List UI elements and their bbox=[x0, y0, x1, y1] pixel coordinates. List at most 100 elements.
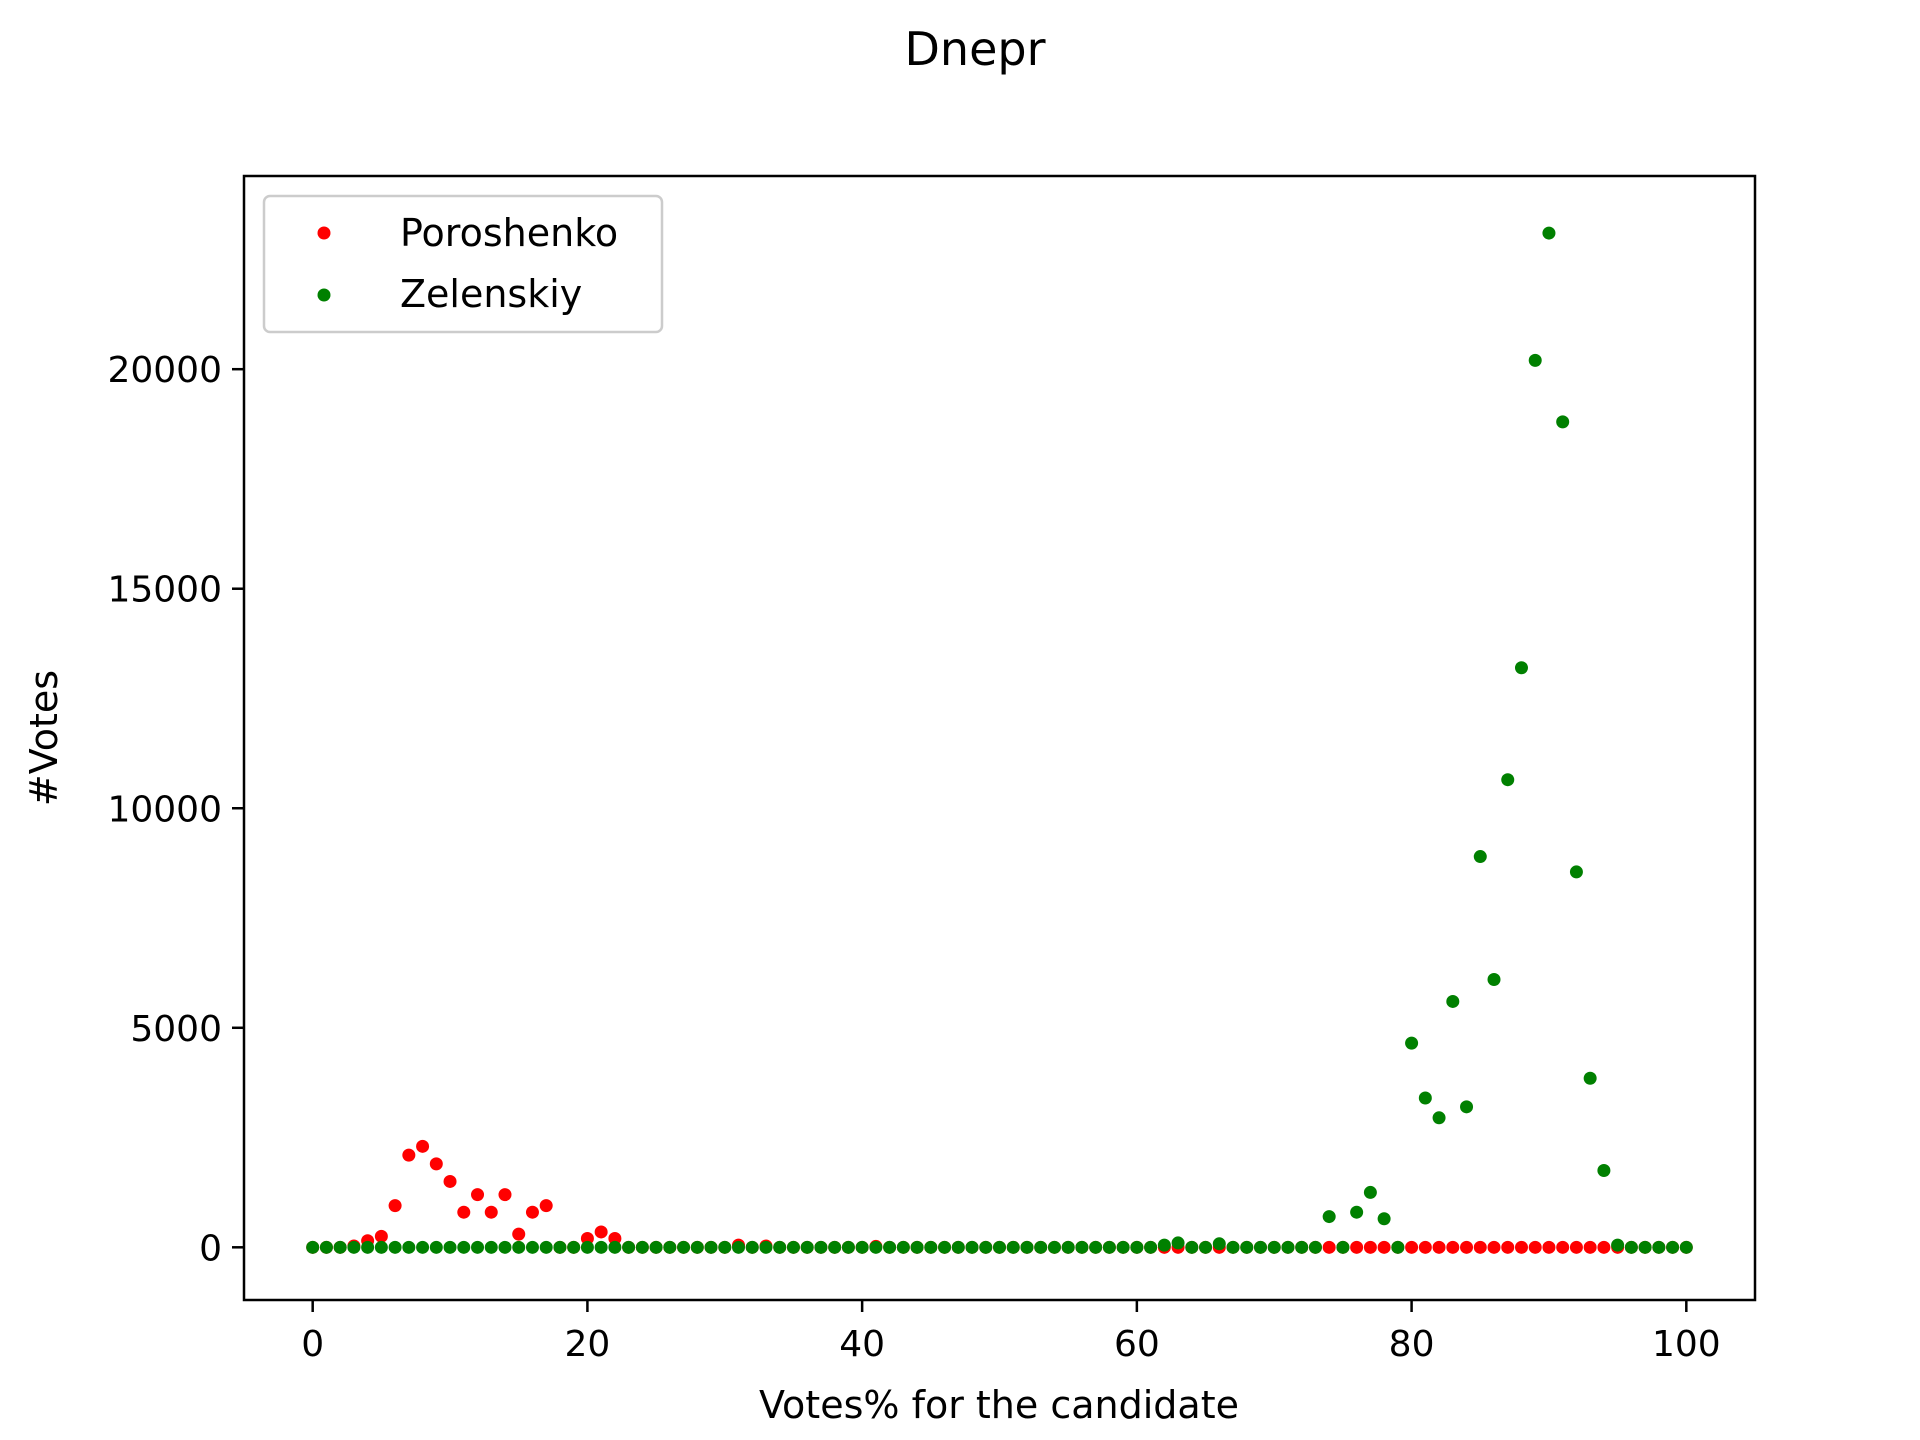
point-zelenskiy-81 bbox=[1418, 1091, 1432, 1105]
point-poroshenko-77 bbox=[1363, 1240, 1377, 1254]
point-zelenskiy-35 bbox=[786, 1240, 800, 1254]
point-zelenskiy-24 bbox=[635, 1240, 649, 1254]
point-zelenskiy-41 bbox=[869, 1240, 883, 1254]
legend-label-zelenskiy: Zelenskiy bbox=[400, 272, 582, 316]
x-axis-label: Votes% for the candidate bbox=[759, 1383, 1239, 1427]
point-zelenskiy-25 bbox=[649, 1240, 663, 1254]
point-poroshenko-82 bbox=[1432, 1240, 1446, 1254]
point-zelenskiy-73 bbox=[1308, 1240, 1322, 1254]
point-poroshenko-8 bbox=[416, 1139, 430, 1153]
point-zelenskiy-80 bbox=[1405, 1036, 1419, 1050]
point-zelenskiy-38 bbox=[828, 1240, 842, 1254]
point-poroshenko-83 bbox=[1446, 1240, 1460, 1254]
point-zelenskiy-8 bbox=[416, 1240, 430, 1254]
point-zelenskiy-10 bbox=[443, 1240, 457, 1254]
legend-label-poroshenko: Poroshenko bbox=[400, 211, 618, 255]
point-zelenskiy-57 bbox=[1089, 1240, 1103, 1254]
point-poroshenko-89 bbox=[1528, 1240, 1542, 1254]
point-zelenskiy-49 bbox=[979, 1240, 993, 1254]
point-zelenskiy-1 bbox=[319, 1240, 333, 1254]
point-poroshenko-5 bbox=[374, 1229, 388, 1243]
point-poroshenko-94 bbox=[1597, 1240, 1611, 1254]
point-zelenskiy-62 bbox=[1157, 1238, 1171, 1252]
point-poroshenko-87 bbox=[1501, 1240, 1515, 1254]
point-zelenskiy-64 bbox=[1185, 1240, 1199, 1254]
point-zelenskiy-71 bbox=[1281, 1240, 1295, 1254]
point-zelenskiy-33 bbox=[759, 1240, 773, 1254]
point-zelenskiy-59 bbox=[1116, 1240, 1130, 1254]
point-zelenskiy-5 bbox=[374, 1240, 388, 1254]
y-tick-label: 0 bbox=[199, 1228, 222, 1269]
point-zelenskiy-7 bbox=[402, 1240, 416, 1254]
data-points bbox=[306, 226, 1693, 1254]
point-zelenskiy-93 bbox=[1583, 1071, 1597, 1085]
point-zelenskiy-40 bbox=[855, 1240, 869, 1254]
point-zelenskiy-75 bbox=[1336, 1240, 1350, 1254]
point-zelenskiy-88 bbox=[1514, 661, 1528, 675]
point-zelenskiy-58 bbox=[1102, 1240, 1116, 1254]
point-zelenskiy-34 bbox=[773, 1240, 787, 1254]
point-zelenskiy-99 bbox=[1666, 1240, 1680, 1254]
point-zelenskiy-98 bbox=[1652, 1240, 1666, 1254]
point-zelenskiy-46 bbox=[938, 1240, 952, 1254]
point-zelenskiy-22 bbox=[608, 1240, 622, 1254]
x-tick-label: 40 bbox=[839, 1324, 885, 1365]
legend-marker-poroshenko bbox=[317, 226, 331, 240]
point-zelenskiy-82 bbox=[1432, 1111, 1446, 1125]
point-zelenskiy-21 bbox=[594, 1240, 608, 1254]
point-poroshenko-9 bbox=[429, 1157, 443, 1171]
point-zelenskiy-54 bbox=[1047, 1240, 1061, 1254]
point-zelenskiy-36 bbox=[800, 1240, 814, 1254]
point-zelenskiy-74 bbox=[1322, 1210, 1336, 1224]
point-zelenskiy-50 bbox=[993, 1240, 1006, 1254]
point-zelenskiy-100 bbox=[1679, 1240, 1693, 1254]
point-zelenskiy-45 bbox=[924, 1240, 938, 1254]
point-poroshenko-12 bbox=[471, 1188, 485, 1202]
point-zelenskiy-72 bbox=[1295, 1240, 1309, 1254]
point-poroshenko-13 bbox=[484, 1205, 498, 1219]
point-zelenskiy-32 bbox=[745, 1240, 759, 1254]
point-zelenskiy-67 bbox=[1226, 1240, 1240, 1254]
point-zelenskiy-18 bbox=[553, 1240, 567, 1254]
x-tick-label: 0 bbox=[301, 1324, 324, 1365]
point-zelenskiy-84 bbox=[1460, 1100, 1474, 1114]
point-zelenskiy-53 bbox=[1034, 1240, 1048, 1254]
point-zelenskiy-20 bbox=[580, 1240, 594, 1254]
point-zelenskiy-28 bbox=[690, 1240, 704, 1254]
point-zelenskiy-83 bbox=[1446, 994, 1460, 1008]
point-zelenskiy-79 bbox=[1391, 1240, 1405, 1254]
legend-box bbox=[262, 194, 664, 334]
point-zelenskiy-85 bbox=[1473, 850, 1487, 864]
point-poroshenko-76 bbox=[1350, 1240, 1364, 1254]
point-zelenskiy-39 bbox=[841, 1240, 855, 1254]
x-tick-label: 60 bbox=[1114, 1324, 1160, 1365]
point-poroshenko-78 bbox=[1377, 1240, 1391, 1254]
point-zelenskiy-87 bbox=[1501, 773, 1515, 787]
point-zelenskiy-55 bbox=[1061, 1240, 1075, 1254]
y-tick-label: 15000 bbox=[107, 570, 222, 611]
point-zelenskiy-30 bbox=[718, 1240, 732, 1254]
point-zelenskiy-97 bbox=[1638, 1240, 1652, 1254]
point-zelenskiy-4 bbox=[361, 1240, 375, 1254]
point-zelenskiy-29 bbox=[704, 1240, 718, 1254]
point-zelenskiy-19 bbox=[567, 1240, 581, 1254]
point-zelenskiy-27 bbox=[677, 1240, 691, 1254]
point-poroshenko-91 bbox=[1556, 1240, 1570, 1254]
point-poroshenko-10 bbox=[443, 1174, 457, 1188]
point-zelenskiy-76 bbox=[1350, 1205, 1364, 1219]
point-zelenskiy-17 bbox=[539, 1240, 553, 1254]
point-zelenskiy-90 bbox=[1542, 226, 1556, 240]
point-zelenskiy-89 bbox=[1528, 353, 1542, 367]
chart-title: Dnepr bbox=[905, 22, 1046, 76]
point-poroshenko-81 bbox=[1418, 1240, 1432, 1254]
y-tick-label: 20000 bbox=[107, 350, 222, 391]
point-zelenskiy-69 bbox=[1253, 1240, 1267, 1254]
point-poroshenko-74 bbox=[1322, 1240, 1336, 1254]
point-zelenskiy-66 bbox=[1212, 1237, 1226, 1251]
x-axis-ticks: 0 20 40 60 80 100 bbox=[301, 1300, 1721, 1365]
point-zelenskiy-56 bbox=[1075, 1240, 1089, 1254]
point-zelenskiy-51 bbox=[1006, 1240, 1020, 1254]
point-zelenskiy-11 bbox=[457, 1240, 471, 1254]
legend: Poroshenko Zelenskiy bbox=[262, 194, 664, 334]
point-zelenskiy-44 bbox=[910, 1240, 924, 1254]
